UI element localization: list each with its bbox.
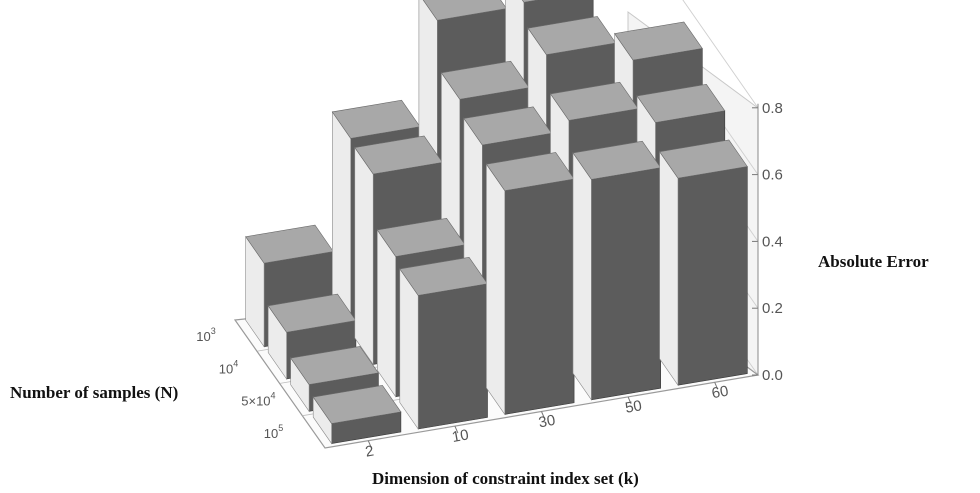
bar-left-face bbox=[355, 148, 373, 365]
k-tick-label: 30 bbox=[537, 412, 556, 432]
bar-k50-row3 bbox=[573, 141, 661, 400]
bar-left-face bbox=[486, 164, 504, 414]
n-tick-label: 105 bbox=[264, 423, 283, 441]
bar-k30-row3 bbox=[486, 153, 574, 415]
z-tick-label: 0.4 bbox=[762, 233, 783, 250]
x-axis-label: Dimension of constraint index set (k) bbox=[372, 469, 639, 488]
bar-left-face bbox=[377, 230, 395, 397]
z-tick-label: 0.6 bbox=[762, 167, 783, 184]
z-axis-label: Absolute Error bbox=[818, 252, 929, 271]
k-tick-label: 10 bbox=[451, 426, 470, 446]
y-axis-label: Number of samples (N) bbox=[10, 383, 178, 402]
bar-left-face bbox=[400, 269, 418, 429]
bar-left-face bbox=[660, 152, 678, 386]
z-tick-label: 0.0 bbox=[762, 367, 783, 384]
n-tick-label: 104 bbox=[219, 358, 238, 376]
bar-k10-row3 bbox=[400, 257, 488, 429]
z-tick-label: 0.8 bbox=[762, 100, 783, 117]
bar-front-face bbox=[591, 168, 660, 400]
z-tick-label: 0.2 bbox=[762, 300, 783, 317]
n-tick-label: 103 bbox=[196, 326, 215, 344]
bar-front-face bbox=[418, 284, 487, 429]
bar-front-face bbox=[505, 179, 574, 414]
bar-left-face bbox=[573, 153, 591, 400]
k-tick-label: 50 bbox=[624, 397, 643, 417]
k-tick-label: 60 bbox=[710, 383, 729, 403]
bars-group bbox=[246, 0, 748, 444]
n-tick-label: 5×104 bbox=[241, 391, 275, 409]
k-tick-label: 2 bbox=[364, 442, 375, 460]
bar-k60-row3 bbox=[660, 140, 748, 385]
bar-front-face bbox=[678, 167, 747, 386]
